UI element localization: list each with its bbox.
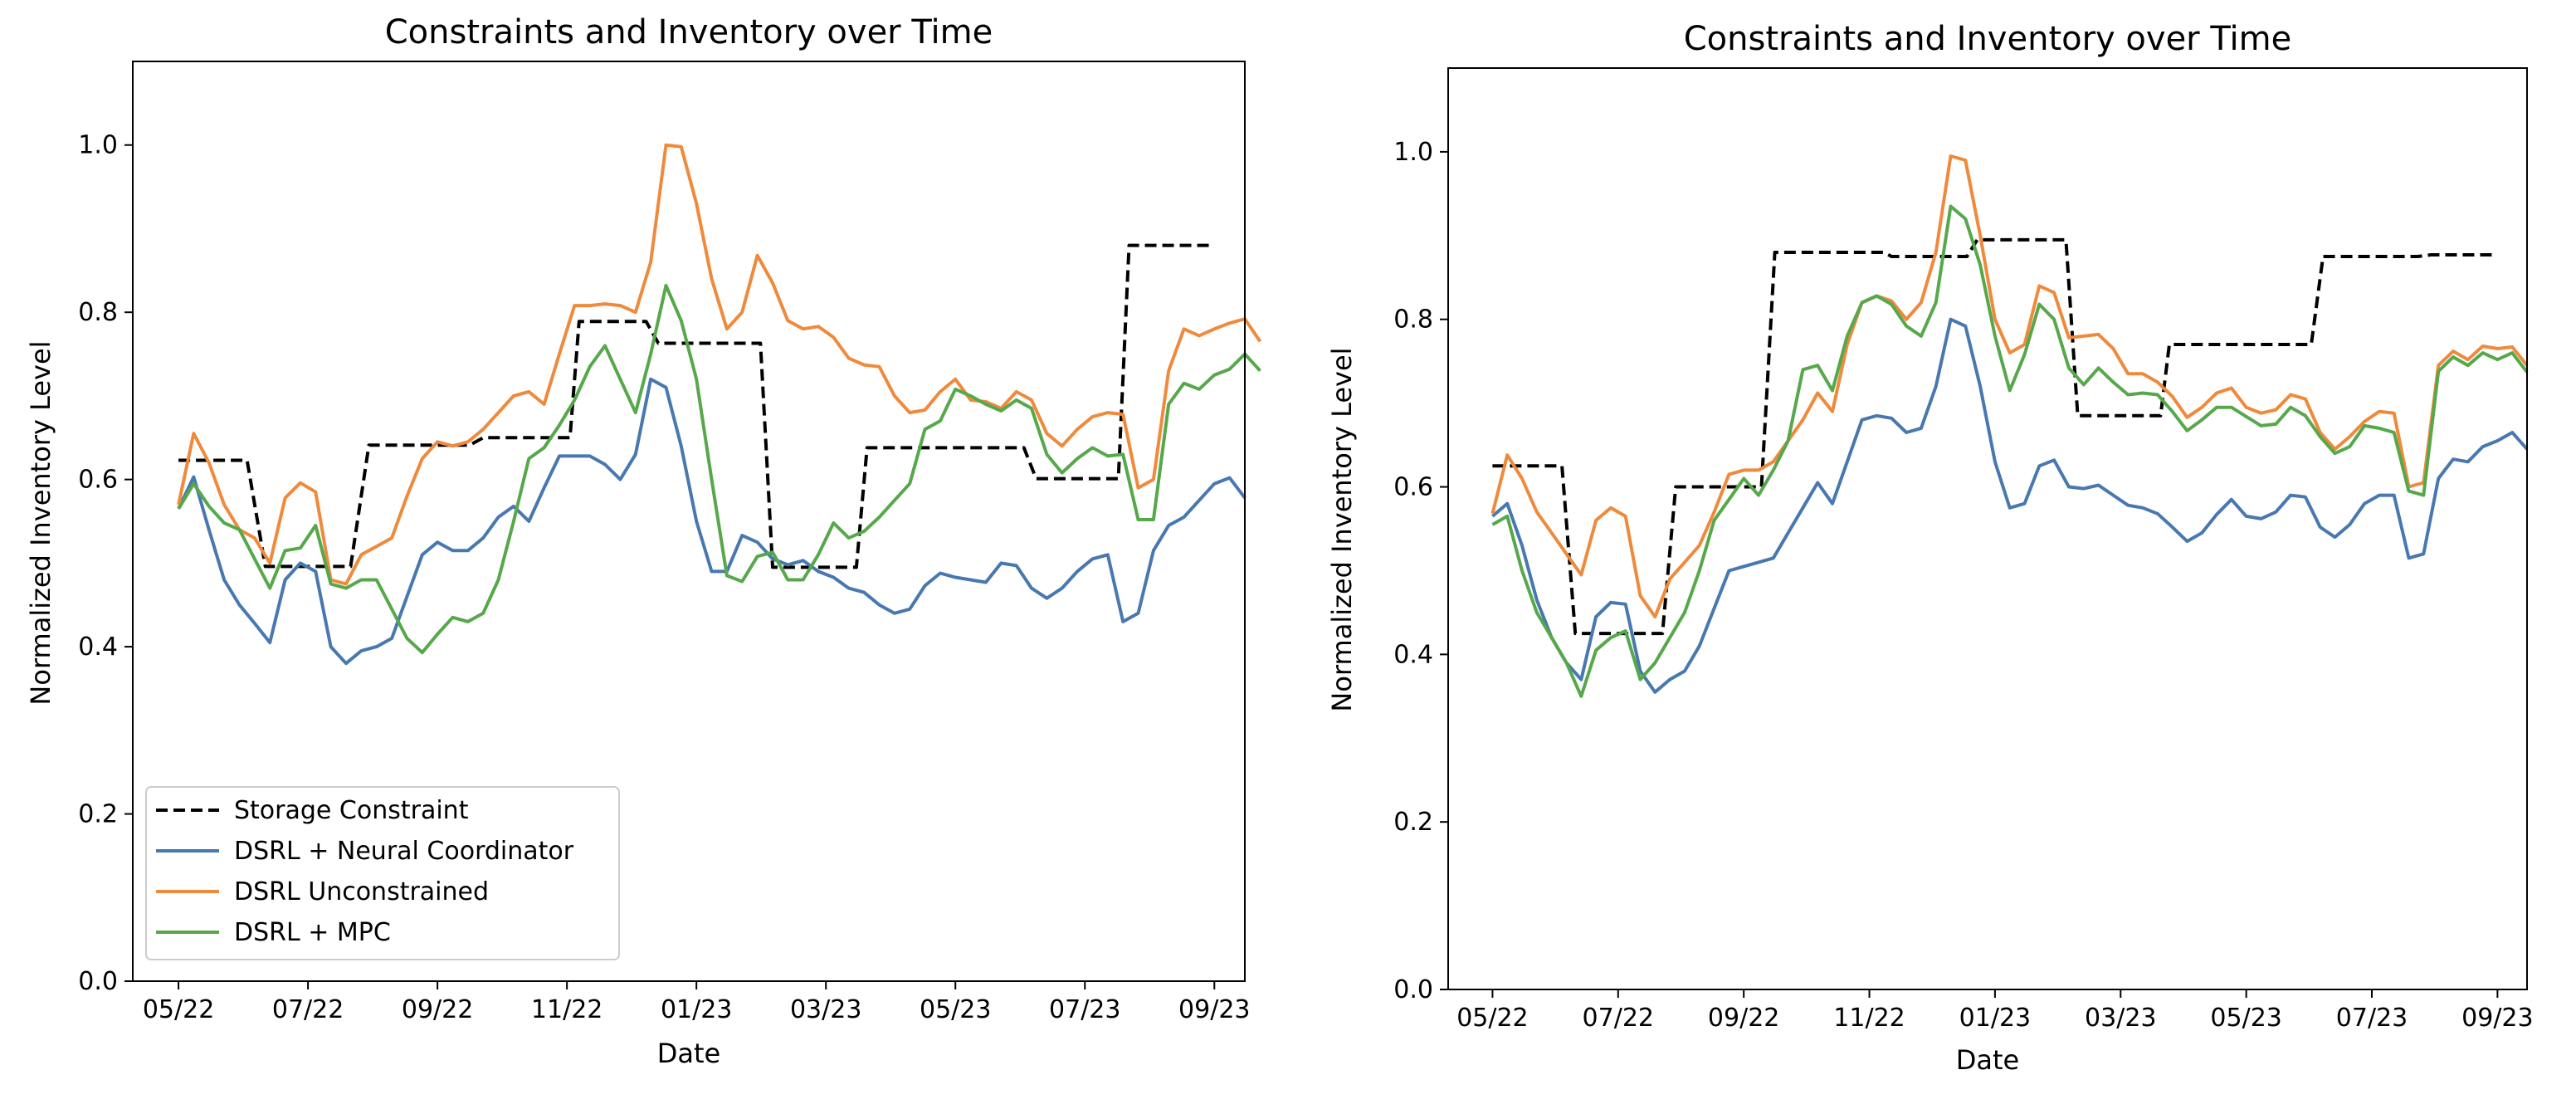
legend-label-mpc: DSRL + MPC — [234, 918, 391, 947]
x-tick-label: 07/22 — [1583, 1004, 1654, 1033]
chart-right: Constraints and Inventory over Time Date… — [1326, 20, 2534, 1076]
y-tick-label: 0.2 — [78, 800, 118, 829]
legend-label-neural-coordinator: DSRL + Neural Coordinator — [234, 837, 574, 866]
x-tick-label: 07/23 — [2336, 1004, 2408, 1033]
y-tick-label: 0.6 — [1393, 473, 1433, 502]
y-ticks: 0.0 0.2 0.4 0.6 0.8 1.0 — [78, 131, 133, 996]
y-tick-label: 0.8 — [78, 298, 118, 327]
x-tick-label: 07/23 — [1049, 995, 1120, 1024]
y-axis-label: Normalized Inventory Level — [25, 340, 56, 705]
series-line-dsrl-mpc — [1491, 204, 2529, 698]
y-tick-label: 0.0 — [78, 967, 118, 996]
chart-title: Constraints and Inventory over Time — [1684, 20, 2291, 58]
x-tick-label: 09/22 — [1708, 1004, 1779, 1033]
x-tick-label: 03/23 — [2085, 1004, 2156, 1033]
chart-title: Constraints and Inventory over Time — [385, 13, 993, 51]
legend-label-unconstrained: DSRL Unconstrained — [234, 877, 489, 906]
y-tick-label: 0.4 — [78, 633, 118, 662]
y-tick-label: 0.2 — [1393, 808, 1433, 837]
x-tick-label: 09/23 — [1178, 995, 1250, 1024]
y-tick-label: 0.0 — [1393, 975, 1433, 1004]
x-tick-label: 07/22 — [272, 995, 344, 1024]
y-axis-label: Normalized Inventory Level — [1326, 347, 1358, 711]
series-line-dsrl-unconstrained — [1490, 154, 2529, 618]
series-line-dsrl-mpc — [177, 283, 1261, 655]
y-tick-label: 1.0 — [1393, 138, 1433, 167]
legend-box — [145, 786, 620, 960]
x-axis-label: Date — [1956, 1044, 2019, 1076]
y-tick-label: 0.6 — [78, 466, 118, 495]
series-line-storage-constraint — [178, 243, 1215, 569]
x-tick-label: 11/22 — [531, 995, 603, 1024]
y-ticks: 0.0 0.2 0.4 0.6 0.8 1.0 — [1393, 138, 1448, 1004]
x-tick-label: 05/22 — [1456, 1004, 1528, 1033]
series-line-storage-constraint — [1492, 237, 2498, 636]
legend-label-storage-constraint: Storage Constraint — [234, 796, 469, 825]
legend: Storage Constraint DSRL + Neural Coordin… — [145, 786, 620, 960]
x-tick-label: 05/22 — [143, 995, 214, 1024]
x-tick-label: 09/22 — [402, 995, 473, 1024]
plot-lines — [1490, 154, 2529, 698]
y-tick-label: 1.0 — [78, 131, 118, 160]
chart-left: Constraints and Inventory over Time Date… — [25, 13, 1262, 1069]
x-tick-label: 05/23 — [2210, 1004, 2281, 1033]
x-ticks: 05/22 07/22 09/22 11/22 01/23 03/23 05/23 07/23… — [1456, 989, 2534, 1033]
series-line-dsrl-unconstrained — [177, 143, 1262, 586]
x-ticks: 05/22 07/22 09/22 11/22 01/23 03/23 05/23 07/23… — [143, 981, 1251, 1024]
x-tick-label: 01/23 — [1959, 1004, 2031, 1033]
series-line-dsrl-neural-coordinator — [1491, 317, 2529, 694]
plot-lines — [177, 143, 1262, 666]
x-tick-label: 11/22 — [1833, 1004, 1905, 1033]
x-tick-label: 05/23 — [920, 995, 991, 1024]
x-axis-label: Date — [657, 1038, 720, 1069]
x-tick-label: 01/23 — [661, 995, 732, 1024]
series-line-dsrl-neural-coordinator — [177, 377, 1247, 666]
y-tick-label: 0.8 — [1393, 305, 1433, 335]
y-tick-label: 0.4 — [1393, 640, 1433, 669]
axes-frame — [132, 61, 1246, 982]
x-tick-label: 09/23 — [2461, 1004, 2533, 1033]
x-tick-label: 03/23 — [790, 995, 861, 1024]
axes-frame — [1447, 67, 2528, 990]
